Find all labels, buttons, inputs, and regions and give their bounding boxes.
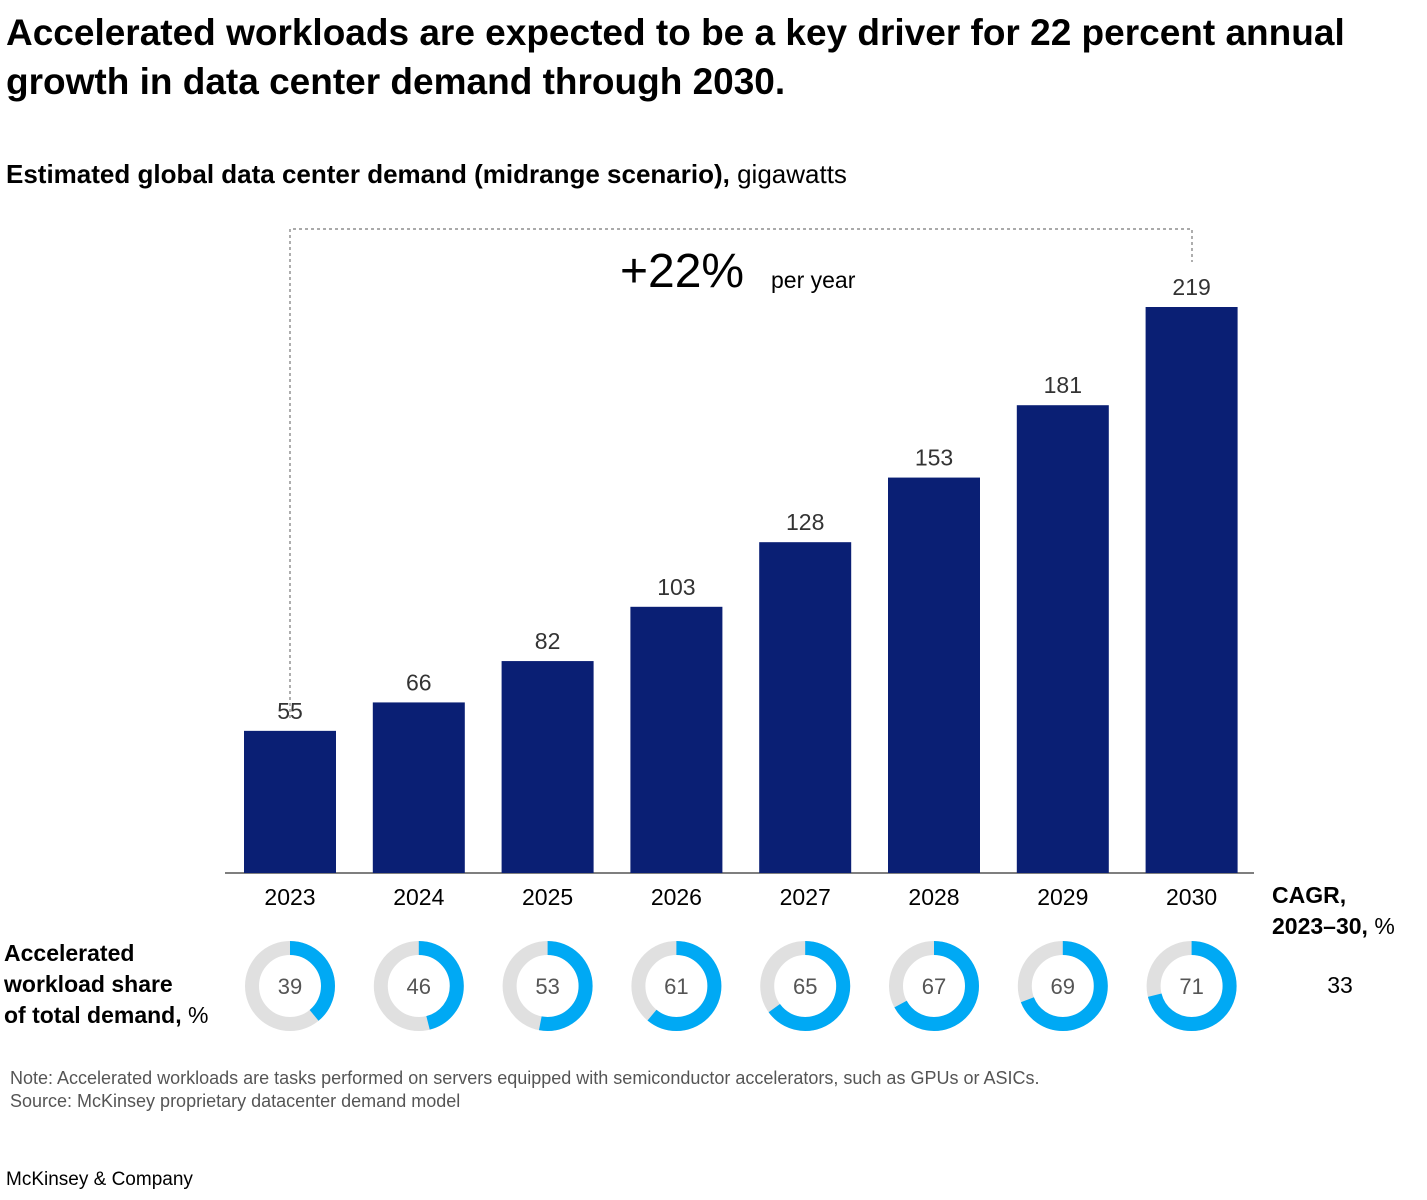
cagr-label: CAGR, 2023–30, %	[1272, 880, 1395, 942]
donut-2026: 61	[631, 941, 722, 1031]
donut-2030: 71	[1146, 941, 1237, 1031]
bar-chart: +22% per year 55 2023 66 2024 82 2025 103 2026 1…	[225, 228, 1254, 1031]
x-tick-label-2025: 2025	[522, 884, 573, 910]
chart-subtitle: Estimated global data center demand (mid…	[6, 157, 847, 191]
growth-annotation: +22% per year	[289, 228, 1193, 718]
side-label-line-1: Accelerated	[4, 940, 135, 966]
donut-value-label-2025: 53	[535, 974, 559, 999]
bar-value-label-2028: 153	[915, 445, 953, 471]
side-label-line-3: of total demand,	[4, 1002, 182, 1028]
donut-arc	[631, 941, 722, 1031]
cagr-value: 33	[1327, 972, 1353, 998]
donut-arc	[245, 941, 335, 1031]
bar-2029	[1016, 405, 1109, 873]
bar-2026	[630, 606, 723, 873]
headline: Accelerated workloads are expected to be…	[6, 12, 1345, 102]
donut-arc	[1146, 941, 1237, 1031]
bar-value-label-2026: 103	[657, 574, 695, 600]
bar-value-label-2025: 82	[535, 628, 561, 654]
bar-2030	[1145, 307, 1238, 873]
cagr-label-unit: %	[1374, 913, 1395, 939]
donut-arc	[889, 941, 979, 1031]
bar-2027	[759, 542, 852, 873]
bar-value-label-2027: 128	[786, 509, 824, 535]
growth-value: +22%	[620, 245, 744, 298]
x-tick-label-2029: 2029	[1037, 884, 1088, 910]
x-tick-label-2024: 2024	[393, 884, 444, 910]
x-tick-label-2027: 2027	[780, 884, 831, 910]
brand-logo: McKinsey & Company	[6, 1169, 193, 1190]
subtitle-unit: gigawatts	[737, 159, 847, 189]
donut-2025: 53	[502, 941, 593, 1031]
donut-value-label-2024: 46	[407, 974, 431, 999]
donut-arc	[373, 941, 464, 1031]
x-tick-label-2028: 2028	[908, 884, 959, 910]
donut-row: 39 46 53 61 65 67 69 71	[245, 941, 1237, 1031]
donut-2024: 46	[373, 941, 464, 1031]
donut-2027: 65	[760, 941, 851, 1031]
donut-value-label-2029: 69	[1051, 974, 1075, 999]
donut-value-label-2023: 39	[278, 974, 302, 999]
donut-value-label-2028: 67	[922, 974, 946, 999]
footnote: Note: Accelerated workloads are tasks pe…	[10, 1067, 1039, 1113]
side-label-unit: %	[188, 1002, 209, 1028]
donut-arc	[1017, 941, 1108, 1031]
x-tick-label-2023: 2023	[264, 884, 315, 910]
subtitle-bold: Estimated global data center demand (mid…	[6, 159, 730, 189]
donut-arc	[760, 941, 851, 1031]
bar-value-label-2029: 181	[1044, 372, 1082, 398]
source-text: Source: McKinsey proprietary datacenter …	[10, 1091, 461, 1111]
donut-row-label: Accelerated workload share of total demand…	[4, 938, 208, 1031]
bar-value-label-2030: 219	[1172, 274, 1210, 300]
donut-value-label-2026: 61	[664, 974, 688, 999]
note-text: Note: Accelerated workloads are tasks pe…	[10, 1068, 1040, 1088]
bar-2025	[501, 661, 594, 873]
growth-label: per year	[771, 267, 856, 293]
donut-value-label-2027: 65	[793, 974, 817, 999]
bar-value-label-2024: 66	[406, 669, 432, 695]
bar-2023	[244, 730, 336, 873]
x-tick-label-2026: 2026	[651, 884, 702, 910]
bar-value-label-2023: 55	[277, 698, 303, 724]
donut-2029: 69	[1017, 941, 1108, 1031]
bar-2028	[888, 477, 980, 873]
side-label-line-2: workload share	[4, 971, 173, 997]
bar-2024	[372, 702, 465, 873]
donut-2028: 67	[889, 941, 979, 1031]
donut-arc	[502, 941, 593, 1031]
cagr-label-line-2: 2023–30,	[1272, 913, 1368, 939]
x-tick-label-2030: 2030	[1166, 884, 1217, 910]
donut-value-label-2030: 71	[1179, 974, 1203, 999]
donut-2023: 39	[245, 941, 335, 1031]
cagr-label-line-1: CAGR,	[1272, 882, 1347, 908]
bars: 55 2023 66 2024 82 2025 103 2026 128 2027 153 2028 1…	[244, 274, 1238, 910]
